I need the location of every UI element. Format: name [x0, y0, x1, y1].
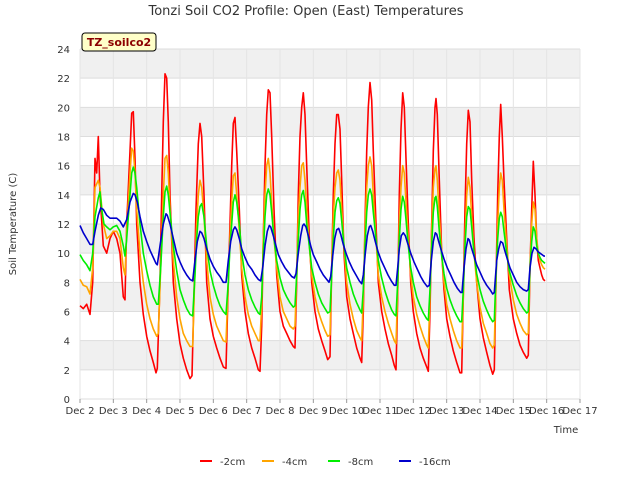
- x-ticks: Dec 2 Dec 3 Dec 4 Dec 5 Dec 6 Dec 7 Dec 8 Dec 9…: [66, 399, 598, 417]
- y-tick-label: 0: [64, 395, 70, 406]
- x-tick-label: Dec 4: [132, 406, 161, 417]
- legend-label: -2cm: [220, 457, 245, 468]
- x-tick-label: Dec 11: [362, 406, 397, 417]
- y-tick-label: 16: [57, 162, 70, 173]
- series-line-minus-8cm: [79, 166, 546, 323]
- series-layer: [79, 73, 546, 380]
- y-tick-label: 20: [57, 103, 70, 114]
- legend-label: -8cm: [348, 457, 373, 468]
- y-tick-label: 22: [57, 74, 70, 85]
- chart-title: Tonzi Soil CO2 Profile: Open (East) Temp…: [147, 4, 463, 19]
- x-tick-label: Dec 17: [562, 406, 597, 417]
- y-axis-label: Soil Temperature (C): [8, 173, 19, 276]
- y-tick-label: 24: [57, 45, 70, 56]
- y-tick-label: 12: [57, 220, 70, 231]
- site-badge-label: TZ_soilco2: [87, 36, 151, 49]
- x-axis-label: Time: [553, 425, 578, 436]
- x-tick-label: Dec 7: [232, 406, 261, 417]
- x-tick-label: Dec 9: [299, 406, 328, 417]
- x-tick-label: Dec 2: [66, 406, 95, 417]
- x-tick-label: Dec 15: [496, 406, 531, 417]
- y-tick-label: 10: [57, 249, 70, 260]
- grid-band: [80, 49, 580, 79]
- x-tick-label: Dec 6: [199, 406, 228, 417]
- x-tick-label: Dec 12: [396, 406, 431, 417]
- series-line-minus-4cm: [79, 147, 546, 349]
- x-tick-label: Dec 10: [329, 406, 364, 417]
- site-badge-box: [81, 32, 157, 52]
- y-tick-label: 2: [64, 366, 70, 377]
- series-line-minus-2cm: [79, 73, 546, 380]
- legend-label: -16cm: [419, 457, 451, 468]
- legend-label: -4cm: [282, 457, 307, 468]
- y-tick-label: 14: [57, 191, 70, 202]
- y-tick-label: 6: [64, 308, 70, 319]
- site-badge: TZ_soilco2: [81, 32, 157, 52]
- x-tick-label: Dec 5: [166, 406, 195, 417]
- legend: -2cm -4cm -8cm -16cm: [200, 457, 451, 468]
- y-tick-label: 4: [64, 337, 70, 348]
- x-tick-label: Dec 13: [429, 406, 464, 417]
- x-tick-label: Dec 3: [99, 406, 128, 417]
- series-line-minus-16cm: [79, 192, 545, 295]
- x-tick-label: Dec 14: [462, 406, 497, 417]
- y-tick-label: 8: [64, 278, 70, 289]
- x-tick-label: Dec 16: [529, 406, 564, 417]
- y-tick-label: 18: [57, 133, 70, 144]
- x-tick-label: Dec 8: [266, 406, 295, 417]
- grid-band: [80, 107, 580, 137]
